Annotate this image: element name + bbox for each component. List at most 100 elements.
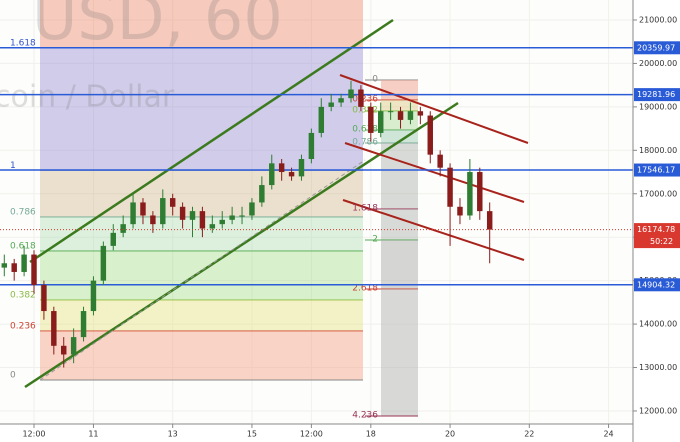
fib-label: 2.618 [352,283,378,293]
candle-body [378,111,384,133]
candle-body [70,337,77,355]
trend-line [342,199,525,261]
candle-body [477,172,483,212]
fib-band [40,0,363,48]
x-tick-label: 18 [366,430,376,439]
candle-body [278,163,285,173]
watermark-description: coin / Dollar [0,80,175,115]
candle-body [130,202,136,225]
candle-body [486,211,493,230]
candle-body [209,224,216,229]
fib-band [40,330,363,380]
candle-body [199,211,206,229]
time-axis [0,424,633,442]
fib-band [381,143,418,210]
fib-band [40,251,363,301]
candle-body [447,167,453,207]
fib-label: 0.786 [10,207,36,217]
last-price-tag [634,223,680,249]
fib-label: 2 [372,234,378,244]
x-tick-label: 15 [247,430,257,439]
candle-body [387,111,394,113]
x-tick-label: 24 [603,430,613,439]
fib-label: 1 [10,161,16,171]
x-tick-label: 13 [168,430,178,439]
watermark: USD, 60 [32,0,283,54]
candle-body [41,284,47,312]
fib-band [40,170,363,217]
fib-band [381,288,418,417]
price-tag [634,41,680,55]
candle-body [160,198,166,225]
candle-body [348,89,354,99]
price-tag-label: 19281.96 [637,90,675,99]
candle-body [150,215,156,225]
fib-label: 0.236 [352,95,378,105]
fib-label: 0.236 [10,321,36,331]
candle-body [11,263,17,272]
y-tick-label: 20000.00 [639,59,677,68]
candle-body [298,159,305,177]
price-tag-label: 20359.97 [637,43,675,52]
fib-band [40,300,363,331]
candle-body [80,311,87,338]
fib-label: 0 [10,370,16,380]
candle-body [120,224,126,233]
trend-line [339,74,529,144]
fib-label: 0 [372,74,378,84]
y-tick-label: 13000.00 [639,363,677,372]
candle-body [259,185,265,203]
candle-body [288,172,295,177]
y-tick-label: 19000.00 [639,102,677,111]
candle-body [407,111,414,120]
price-tag [634,88,680,102]
candle-body [328,102,334,107]
price-tag-label: 17546.17 [637,166,675,175]
candle-body [397,111,404,120]
y-tick-label: 21000.00 [639,15,677,24]
candle-body [308,132,315,159]
y-tick-label: 12000.00 [639,406,677,415]
fib-label: 1.618 [352,204,378,214]
candle-body [427,115,433,155]
candle-body [189,211,196,220]
trend-line [344,142,525,203]
candle-body [437,154,443,168]
candle-body [110,232,116,246]
candle-body [358,89,364,107]
fib-label: 0.382 [10,291,36,301]
candle-body [467,172,473,216]
dashed-line [39,159,366,381]
countdown: 50:22 [650,237,673,246]
candle-body [51,311,57,346]
x-tick-label: 11 [88,430,98,439]
trend-line [24,101,459,389]
candle-body [31,254,37,285]
x-tick-label: 20 [445,430,455,439]
y-tick-label: 17000.00 [639,189,677,198]
fib-label: 0.618 [10,242,36,252]
candle-body [318,106,325,133]
candle-body [269,163,275,186]
candle-body [100,245,107,281]
fib-label: 0.786 [352,138,378,148]
candle-body [21,254,27,272]
candle-body [1,263,8,268]
candle-body [338,98,344,103]
candle-body [61,345,67,355]
candle-body [229,215,235,220]
price-axis [633,0,680,442]
candle-body [219,219,225,225]
candle-body [457,206,463,216]
candle-body [90,280,97,312]
fib-label: 4.236 [352,411,378,421]
candle-body [417,111,424,116]
candle-body [179,206,186,220]
fib-band [381,100,418,111]
fib-band [381,239,418,289]
fib-band [381,129,418,144]
y-tick-label: 18000.00 [639,146,677,155]
drawings [24,18,529,389]
